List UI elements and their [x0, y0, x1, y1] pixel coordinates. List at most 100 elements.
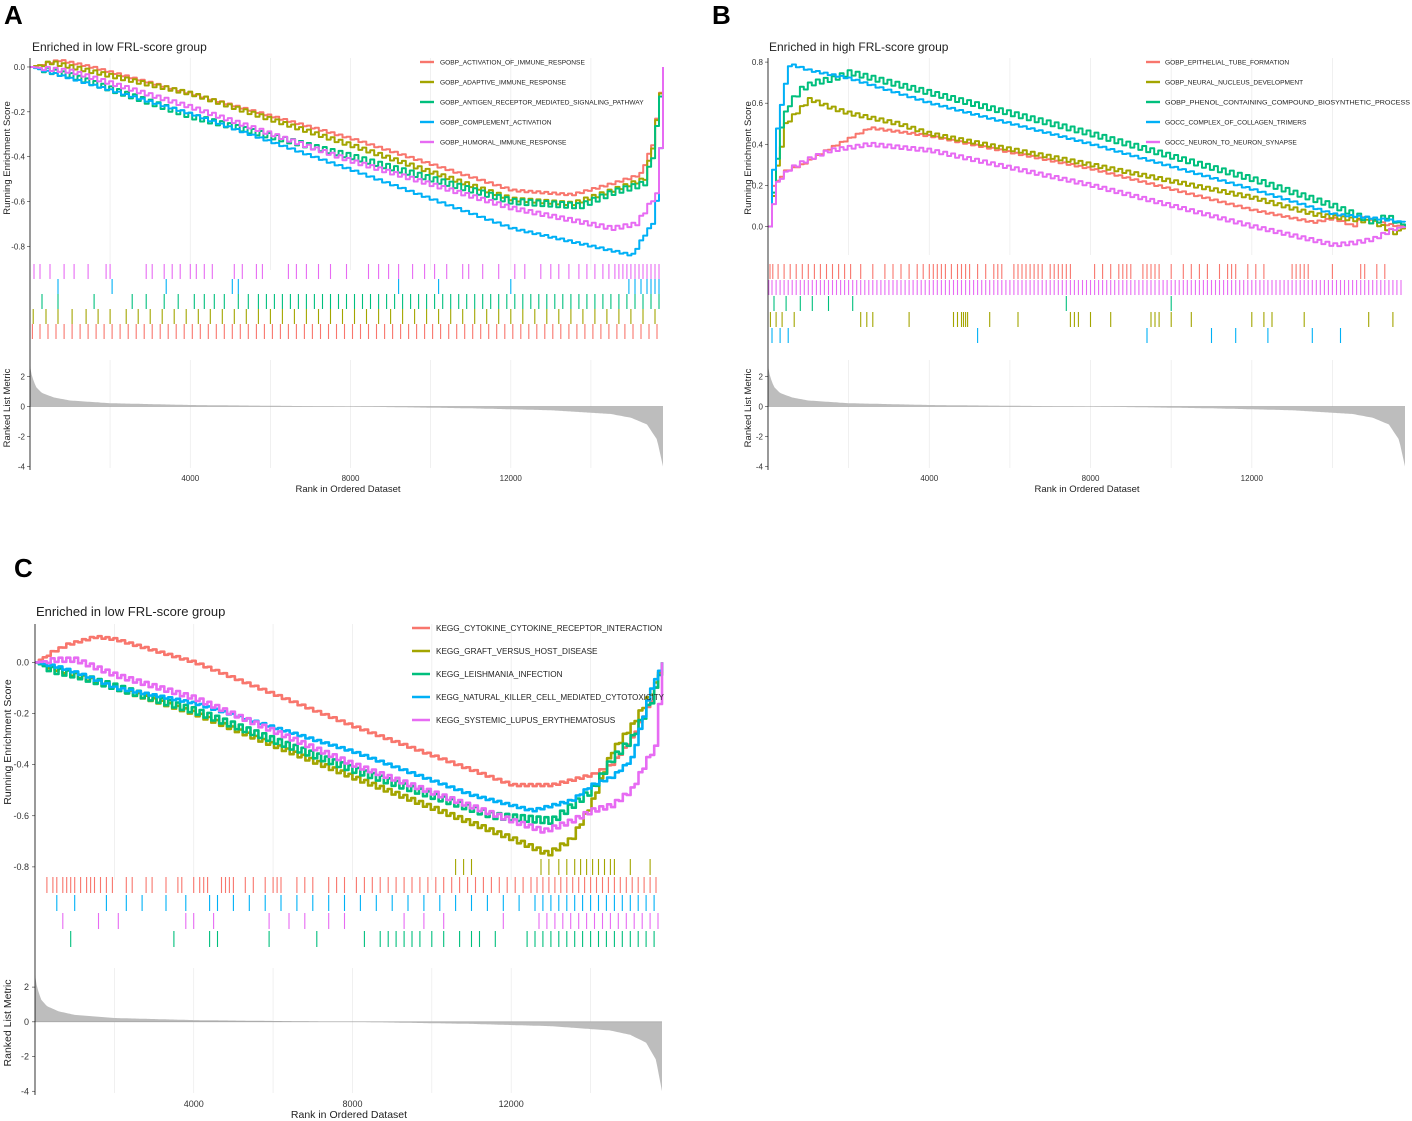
x-tick-label: 12000: [1241, 474, 1264, 483]
panel-c-y-ticks-bottom: 2 0 -2 -4: [21, 982, 35, 1096]
panel-a-title: Enriched in low FRL-score group: [32, 40, 207, 54]
es-curve-gocc_neuron_to_neuron_synapse: [768, 141, 1406, 248]
legend-entry: GOBP_ACTIVATION_OF_IMMUNE_RESPONSE: [420, 60, 585, 67]
panel-c-title: Enriched in low FRL-score group: [36, 604, 225, 619]
y-tick-label: 0.0: [16, 657, 29, 667]
es-curve-gocc_complex_of_collagen_trimers: [768, 63, 1406, 228]
y-tick-label: 0.0: [752, 222, 764, 231]
panel-b-y-ticks-bottom: 2 0 -2 -4: [756, 373, 768, 472]
y-tick-label: -0.4: [13, 760, 29, 770]
y-tick-label: 0.4: [752, 140, 764, 149]
y-tick-label: -0.2: [13, 708, 29, 718]
panel-b-legend: GOBP_EPITHELIAL_TUBE_FORMATION GOBP_NEUR…: [1146, 60, 1411, 147]
legend-label: KEGG_CYTOKINE_CYTOKINE_RECEPTOR_INTERACT…: [436, 624, 662, 633]
panel-a-x-ticks: 4000 8000 12000: [181, 474, 522, 483]
panel-a-grid-bottom: [109, 360, 592, 468]
legend-entry: GOBP_COMPLEMENT_ACTIVATION: [420, 120, 552, 127]
y-tick-label: 0.0: [14, 63, 26, 72]
x-tick-label: 4000: [181, 474, 199, 483]
legend-label: GOBP_PHENOL_CONTAINING_COMPOUND_BIOSYNTH…: [1165, 100, 1411, 107]
panel-b-curves: [768, 63, 1406, 248]
es-curve-gobp_epithelial_tube_formation: [768, 126, 1406, 228]
panel-b-ylabel-top: Running Enrichment Score: [743, 101, 754, 215]
panel-c-ylabel-top: Running Enrichment Score: [2, 679, 14, 805]
panel-a-legend: GOBP_ACTIVATION_OF_IMMUNE_RESPONSE GOBP_…: [420, 60, 644, 147]
panel-c-x-ticks: 4000 8000 12000: [184, 1099, 524, 1109]
x-tick-label: 12000: [499, 1099, 524, 1109]
legend-entry: GOBP_NEURAL_NUCLEUS_DEVELOPMENT: [1146, 80, 1303, 87]
legend-label: KEGG_LEISHMANIA_INFECTION: [436, 670, 563, 679]
panel-c-grid-bottom: [114, 968, 591, 1093]
x-tick-label: 4000: [920, 474, 938, 483]
panel-a-xlabel: Rank in Ordered Dataset: [295, 484, 400, 495]
y-tick-label: 2: [21, 373, 26, 382]
es-curve-kegg_cytokine_cytokine_receptor_interaction: [35, 634, 664, 788]
legend-label: GOBP_ANTIGEN_RECEPTOR_MEDIATED_SIGNALING…: [440, 100, 644, 107]
legend-label: KEGG_GRAFT_VERSUS_HOST_DISEASE: [436, 647, 598, 656]
panel-c-curves: [35, 634, 664, 857]
es-curve-gobp_humoral_immune_response: [30, 65, 664, 231]
panel-a-y-ticks-bottom: 2 0 -2 -4: [18, 373, 30, 472]
es-curve-kegg_systemic_lupus_erythematosus: [35, 656, 664, 834]
y-tick-label: 0.8: [752, 58, 764, 67]
es-curve-gobp_phenol_containing_compound_biosynthetic_process: [768, 69, 1406, 228]
y-tick-label: -0.4: [11, 153, 25, 162]
x-tick-label: 12000: [500, 474, 523, 483]
y-tick-label: -4: [756, 463, 764, 472]
y-tick-label: -0.2: [11, 108, 25, 117]
legend-entry: GOCC_NEURON_TO_NEURON_SYNAPSE: [1146, 140, 1297, 147]
legend-label: GOCC_COMPLEX_OF_COLLAGEN_TRIMERS: [1165, 120, 1307, 127]
es-curve-kegg_natural_killer_cell_mediated_cytotoxicity: [35, 661, 664, 813]
y-tick-label: 2: [24, 982, 29, 992]
panel-c-legend: KEGG_CYTOKINE_CYTOKINE_RECEPTOR_INTERACT…: [412, 624, 665, 725]
y-tick-label: 0.6: [752, 99, 764, 108]
panel-b-letter: B: [712, 0, 731, 30]
panel-c-xlabel: Rank in Ordered Dataset: [291, 1109, 407, 1121]
panel-c: C Enriched in low FRL-score group 0.0 -0.…: [2, 553, 665, 1121]
legend-entry: GOBP_PHENOL_CONTAINING_COMPOUND_BIOSYNTH…: [1146, 100, 1411, 107]
y-tick-label: 0.2: [752, 181, 764, 190]
panel-a-ylabel-bottom: Ranked List Metric: [2, 368, 13, 447]
legend-label: GOBP_ADAPTIVE_IMMUNE_RESPONSE: [440, 80, 567, 87]
x-tick-label: 4000: [184, 1099, 204, 1109]
y-tick-label: -0.6: [13, 811, 29, 821]
legend-label: GOBP_HUMORAL_IMMUNE_RESPONSE: [440, 140, 567, 147]
panel-a-hit-rugs: [31, 264, 660, 339]
legend-entry: GOBP_HUMORAL_IMMUNE_RESPONSE: [420, 140, 567, 147]
y-tick-label: 2: [759, 373, 764, 382]
y-tick-label: -0.8: [11, 242, 25, 251]
legend-label: KEGG_NATURAL_KILLER_CELL_MEDIATED_CYTOTO…: [436, 693, 665, 702]
panel-b-ylabel-bottom: Ranked List Metric: [743, 368, 754, 447]
panel-b: B Enriched in high FRL-score group 0.8 0.…: [712, 0, 1411, 495]
panel-c-ylabel-bottom: Ranked List Metric: [2, 980, 14, 1067]
legend-label: GOBP_COMPLEMENT_ACTIVATION: [440, 120, 552, 127]
legend-label: GOBP_EPITHELIAL_TUBE_FORMATION: [1165, 60, 1289, 67]
y-tick-label: -0.8: [13, 862, 29, 872]
legend-entry: KEGG_CYTOKINE_CYTOKINE_RECEPTOR_INTERACT…: [412, 624, 662, 633]
panel-b-title: Enriched in high FRL-score group: [769, 40, 949, 54]
y-tick-label: -4: [21, 1086, 29, 1096]
legend-label: GOBP_NEURAL_NUCLEUS_DEVELOPMENT: [1165, 80, 1303, 87]
panel-c-y-ticks-top: 0.0 -0.2 -0.4 -0.6 -0.8: [13, 657, 35, 872]
panel-a-ylabel-top: Running Enrichment Score: [2, 101, 13, 215]
es-curve-gobp_adaptive_immune_response: [30, 60, 664, 207]
y-tick-label: 0: [24, 1017, 29, 1027]
panel-a-metric-area: [30, 366, 663, 467]
legend-entry: KEGG_LEISHMANIA_INFECTION: [412, 670, 563, 679]
panel-a-letter: A: [4, 0, 23, 30]
legend-entry: GOBP_ADAPTIVE_IMMUNE_RESPONSE: [420, 80, 567, 87]
legend-label: GOBP_ACTIVATION_OF_IMMUNE_RESPONSE: [440, 60, 585, 67]
y-tick-label: -4: [18, 463, 26, 472]
legend-label: KEGG_SYSTEMIC_LUPUS_ERYTHEMATOSUS: [436, 716, 616, 725]
y-tick-label: -2: [756, 433, 764, 442]
panel-b-grid-top: [848, 58, 1333, 255]
y-tick-label: 0: [21, 403, 26, 412]
legend-label: GOCC_NEURON_TO_NEURON_SYNAPSE: [1165, 140, 1297, 147]
y-tick-label: -2: [21, 1052, 29, 1062]
legend-entry: KEGG_SYSTEMIC_LUPUS_ERYTHEMATOSUS: [412, 716, 616, 725]
legend-entry: KEGG_NATURAL_KILLER_CELL_MEDIATED_CYTOTO…: [412, 693, 665, 702]
es-curve-gobp_neural_nucleus_development: [768, 97, 1406, 236]
panel-a-y-ticks-top: 0.0 -0.2 -0.4 -0.6 -0.8: [11, 63, 30, 251]
panel-a: A Enriched in low FRL-score group 0.0 -0.…: [2, 0, 664, 495]
